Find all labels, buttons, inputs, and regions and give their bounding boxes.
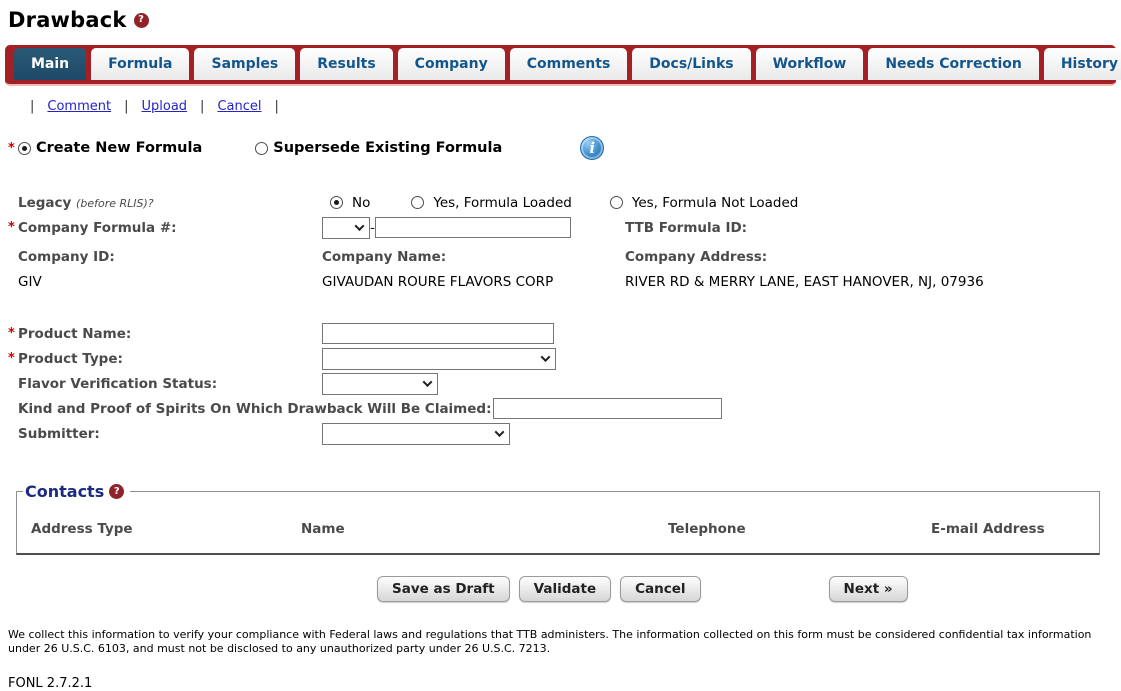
formula-mode-row: * Create New Formula Supersede Existing … — [8, 136, 1121, 160]
legacy-qualifier: (before RLIS)? — [76, 196, 154, 210]
product-type-select[interactable] — [322, 347, 556, 370]
company-info-labels-row: Company ID: Company Name: Company Addres… — [8, 244, 1121, 269]
radio-icon[interactable] — [18, 141, 31, 155]
create-new-formula-label: Create New Formula — [36, 140, 203, 156]
required-marker: * — [8, 220, 15, 235]
contacts-title: Contacts — [25, 482, 105, 501]
tab-main[interactable]: Main — [14, 48, 87, 80]
product-name-label: Product Name: — [18, 325, 132, 342]
main-form: Legacy (before RLIS)? No Yes, Formula Lo… — [8, 190, 1121, 446]
contacts-col-telephone: Telephone — [668, 521, 746, 537]
cancel-button[interactable]: Cancel — [620, 576, 701, 602]
tab-formula[interactable]: Formula — [91, 48, 190, 80]
company-formula-row: * Company Formula #: - TTB Formula ID: — [8, 215, 1121, 240]
required-marker: * — [8, 140, 15, 156]
product-type-row: * Product Type: — [8, 346, 1121, 371]
kind-and-proof-row: Kind and Proof of Spirits On Which Drawb… — [8, 396, 1121, 421]
product-name-input[interactable] — [322, 323, 554, 344]
submitter-row: Submitter: — [8, 421, 1121, 446]
chevron-down-icon — [354, 221, 365, 232]
contacts-col-name: Name — [301, 521, 345, 537]
link-separator: | — [200, 99, 205, 114]
validate-button[interactable]: Validate — [518, 576, 612, 602]
privacy-notice: We collect this information to verify yo… — [8, 628, 1092, 656]
contacts-col-email: E-mail Address — [931, 521, 1045, 537]
required-marker: * — [8, 326, 15, 341]
cancel-link[interactable]: Cancel — [217, 99, 262, 114]
form-actions: Save as Draft Validate Cancel Next » — [377, 576, 1121, 602]
submitter-label: Submitter: — [18, 425, 100, 442]
kind-and-proof-input[interactable] — [493, 398, 723, 419]
company-id-label: Company ID: — [18, 248, 115, 265]
tab-results[interactable]: Results — [300, 48, 393, 80]
app-version: FONL 2.7.2.1 — [8, 675, 93, 691]
company-name-value: GIVAUDAN ROURE FLAVORS CORP — [322, 273, 554, 290]
save-as-draft-button[interactable]: Save as Draft — [377, 576, 510, 602]
company-formula-prefix-select[interactable] — [322, 216, 370, 239]
contacts-header-row: Address Type Name Telephone E-mail Addre… — [17, 521, 1099, 539]
legacy-yes-not-loaded-radio[interactable]: Yes, Formula Not Loaded — [609, 195, 798, 211]
radio-icon[interactable] — [330, 196, 343, 209]
company-address-value: RIVER RD & MERRY LANE, EAST HANOVER, NJ,… — [625, 273, 984, 290]
link-separator: | — [274, 99, 279, 114]
tab-docs-links[interactable]: Docs/Links — [632, 48, 751, 80]
contacts-col-address-type: Address Type — [31, 521, 133, 537]
chevron-down-icon — [494, 427, 505, 438]
contacts-legend: Contacts ? — [23, 482, 130, 501]
formula-number-separator: - — [370, 219, 375, 236]
radio-icon[interactable] — [411, 196, 425, 209]
tab-bar: Main Formula Samples Results Company Com… — [5, 45, 1121, 86]
link-separator: | — [124, 99, 129, 114]
link-separator: | — [30, 99, 35, 114]
flavor-verification-status-label: Flavor Verification Status: — [18, 375, 218, 392]
chevron-down-icon — [540, 352, 551, 363]
legacy-row: Legacy (before RLIS)? No Yes, Formula Lo… — [8, 190, 1121, 215]
submitter-select[interactable] — [322, 422, 510, 445]
company-info-values-row: GIV GIVAUDAN ROURE FLAVORS CORP RIVER RD… — [8, 269, 1121, 294]
legacy-no-radio[interactable]: No — [330, 195, 370, 211]
required-marker: * — [8, 351, 15, 366]
radio-icon[interactable] — [255, 141, 269, 155]
action-links: | Comment | Upload | Cancel | — [30, 99, 1121, 114]
kind-and-proof-label: Kind and Proof of Spirits On Which Drawb… — [18, 400, 492, 417]
tab-history[interactable]: History — [1043, 48, 1121, 80]
create-new-formula-radio[interactable]: Create New Formula — [18, 140, 202, 156]
page-header: Drawback ? — [8, 8, 1121, 32]
ttb-formula-id-label: TTB Formula ID: — [625, 219, 748, 236]
tab-company[interactable]: Company — [397, 48, 505, 80]
supersede-existing-formula-radio[interactable]: Supersede Existing Formula — [255, 140, 502, 156]
company-name-label: Company Name: — [322, 248, 447, 265]
company-address-label: Company Address: — [625, 248, 768, 265]
radio-icon[interactable] — [609, 196, 623, 209]
flavor-verification-status-select[interactable] — [322, 372, 438, 395]
info-icon[interactable]: i — [580, 136, 605, 160]
chevron-down-icon — [422, 377, 433, 388]
company-formula-label: Company Formula #: — [18, 219, 177, 236]
upload-link[interactable]: Upload — [141, 99, 188, 114]
tab-comments[interactable]: Comments — [509, 48, 628, 80]
company-id-value: GIV — [18, 273, 42, 290]
legacy-yes-loaded-radio[interactable]: Yes, Formula Loaded — [411, 195, 572, 211]
company-formula-number-input[interactable] — [374, 217, 571, 238]
supersede-existing-formula-label: Supersede Existing Formula — [273, 140, 503, 156]
tab-samples[interactable]: Samples — [194, 48, 296, 80]
page-title: Drawback — [8, 8, 127, 32]
tab-workflow[interactable]: Workflow — [755, 48, 864, 80]
flavor-verification-status-row: Flavor Verification Status: — [8, 371, 1121, 396]
tab-needs-correction[interactable]: Needs Correction — [868, 48, 1039, 80]
comment-link[interactable]: Comment — [47, 99, 112, 114]
contacts-help-icon[interactable]: ? — [109, 484, 125, 499]
next-button[interactable]: Next » — [828, 576, 908, 602]
contacts-section: Contacts ? Address Type Name Telephone E… — [16, 482, 1100, 555]
product-type-label: Product Type: — [18, 350, 123, 367]
drawback-help-icon[interactable]: ? — [133, 12, 149, 28]
product-name-row: * Product Name: — [8, 321, 1121, 346]
legacy-label: Legacy — [18, 194, 72, 211]
